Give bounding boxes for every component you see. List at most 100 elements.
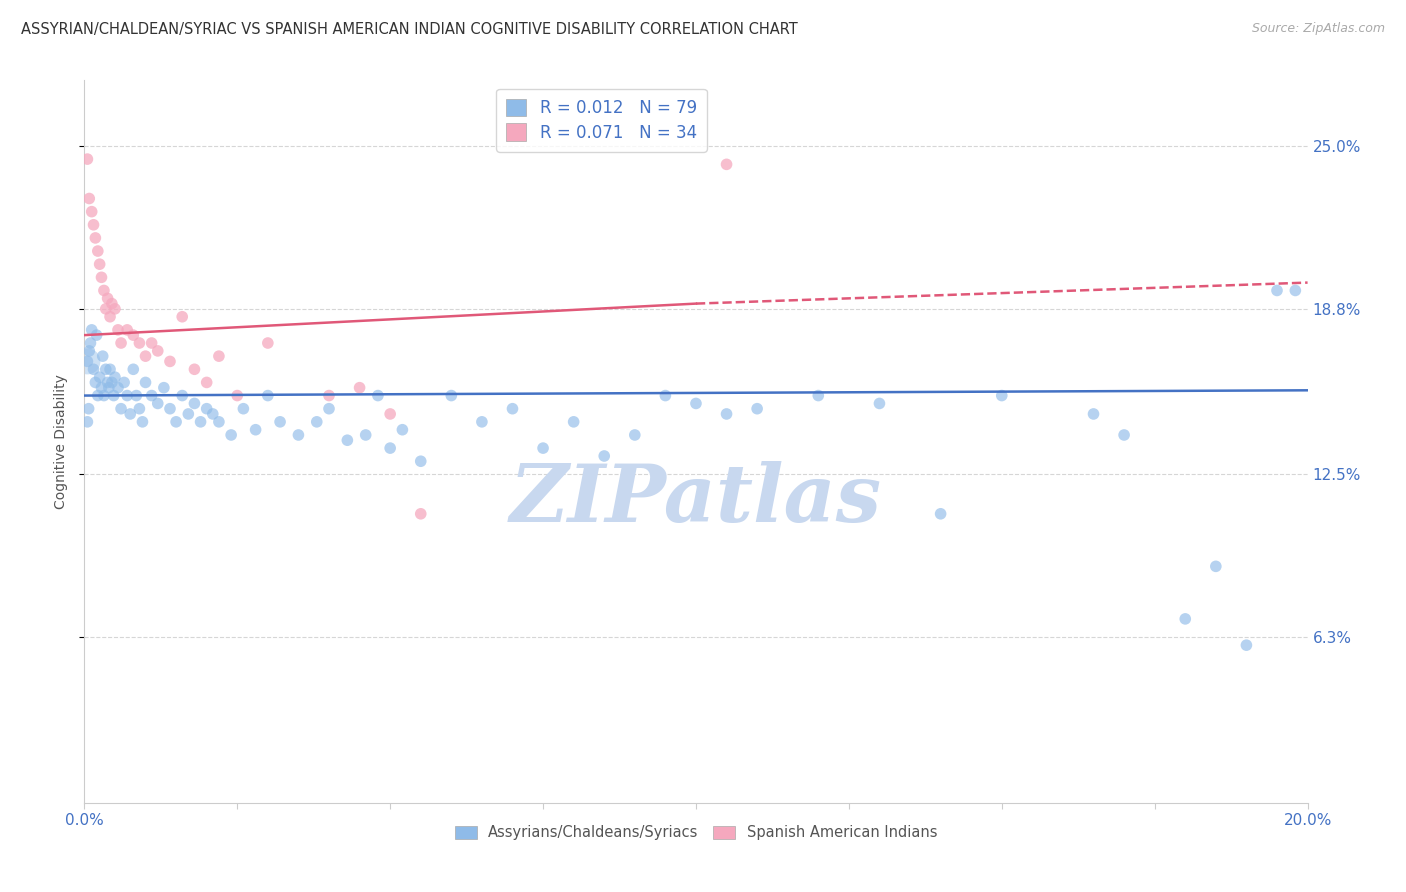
Point [107,381,129,395]
Point [716,157,738,171]
Point [195,401,218,416]
Point [97,376,120,390]
Point [177,407,200,421]
Point [120,407,142,421]
Point [90,270,112,285]
Point [89,370,111,384]
Point [131,415,153,429]
Point [380,441,402,455]
Point [128,336,150,351]
Point [84,231,107,245]
Point [165,415,187,429]
Point [90,381,112,395]
Point [141,388,163,402]
Point [201,407,224,421]
Point [86,328,108,343]
Point [104,301,127,316]
Point [531,441,554,455]
Point [190,415,212,429]
Point [336,434,359,448]
Point [318,388,340,402]
Point [208,415,231,429]
Point [409,507,432,521]
Point [77,401,100,416]
Point [93,388,115,402]
Point [101,376,124,390]
Text: Source: ZipAtlas.com: Source: ZipAtlas.com [1251,22,1385,36]
Point [1265,284,1288,298]
Point [103,388,125,402]
Point [87,244,110,258]
Point [195,376,218,390]
Point [107,323,129,337]
Point [232,401,254,416]
Text: ASSYRIAN/CHALDEAN/SYRIAC VS SPANISH AMERICAN INDIAN COGNITIVE DISABILITY CORRELA: ASSYRIAN/CHALDEAN/SYRIAC VS SPANISH AMER… [21,22,797,37]
Point [287,428,309,442]
Point [94,362,117,376]
Point [91,349,114,363]
Point [349,381,371,395]
Point [83,218,105,232]
Point [89,257,111,271]
Text: ZIPatlas: ZIPatlas [510,460,882,538]
Point [226,388,249,402]
Point [257,336,280,351]
Point [654,388,676,402]
Point [747,401,769,416]
Point [98,310,121,324]
Point [440,388,463,402]
Point [1083,407,1105,421]
Point [318,401,340,416]
Point [305,415,328,429]
Point [87,388,110,402]
Point [83,362,105,376]
Point [101,296,124,310]
Point [685,396,707,410]
Point [593,449,616,463]
Point [135,349,157,363]
Point [122,362,145,376]
Point [76,354,98,368]
Point [128,401,150,416]
Point [183,396,205,410]
Point [208,349,231,363]
Point [115,323,138,337]
Point [391,423,413,437]
Point [1205,559,1227,574]
Point [172,310,194,324]
Point [153,381,176,395]
Point [76,152,98,166]
Point [502,401,524,416]
Point [125,388,148,402]
Point [269,415,291,429]
Point [172,388,194,402]
Point [93,284,115,298]
Point [1114,428,1136,442]
Point [76,415,98,429]
Point [1236,638,1258,652]
Point [146,396,169,410]
Point [219,428,242,442]
Point [380,407,402,421]
Point [562,415,585,429]
Legend: Assyrians/Chaldeans/Syriacs, Spanish American Indians: Assyrians/Chaldeans/Syriacs, Spanish Ame… [449,820,943,847]
Point [98,362,121,376]
Point [471,415,494,429]
Y-axis label: Cognitive Disability: Cognitive Disability [53,374,67,509]
Point [110,336,132,351]
Point [991,388,1014,402]
Point [77,343,100,358]
Point [1284,284,1306,298]
Point [1174,612,1197,626]
Point [110,401,132,416]
Point [354,428,377,442]
Point [807,388,830,402]
Point [929,507,952,521]
Point [183,362,205,376]
Point [104,370,127,384]
Point [624,428,647,442]
Point [141,336,163,351]
Point [257,388,280,402]
Point [76,354,98,368]
Point [77,192,100,206]
